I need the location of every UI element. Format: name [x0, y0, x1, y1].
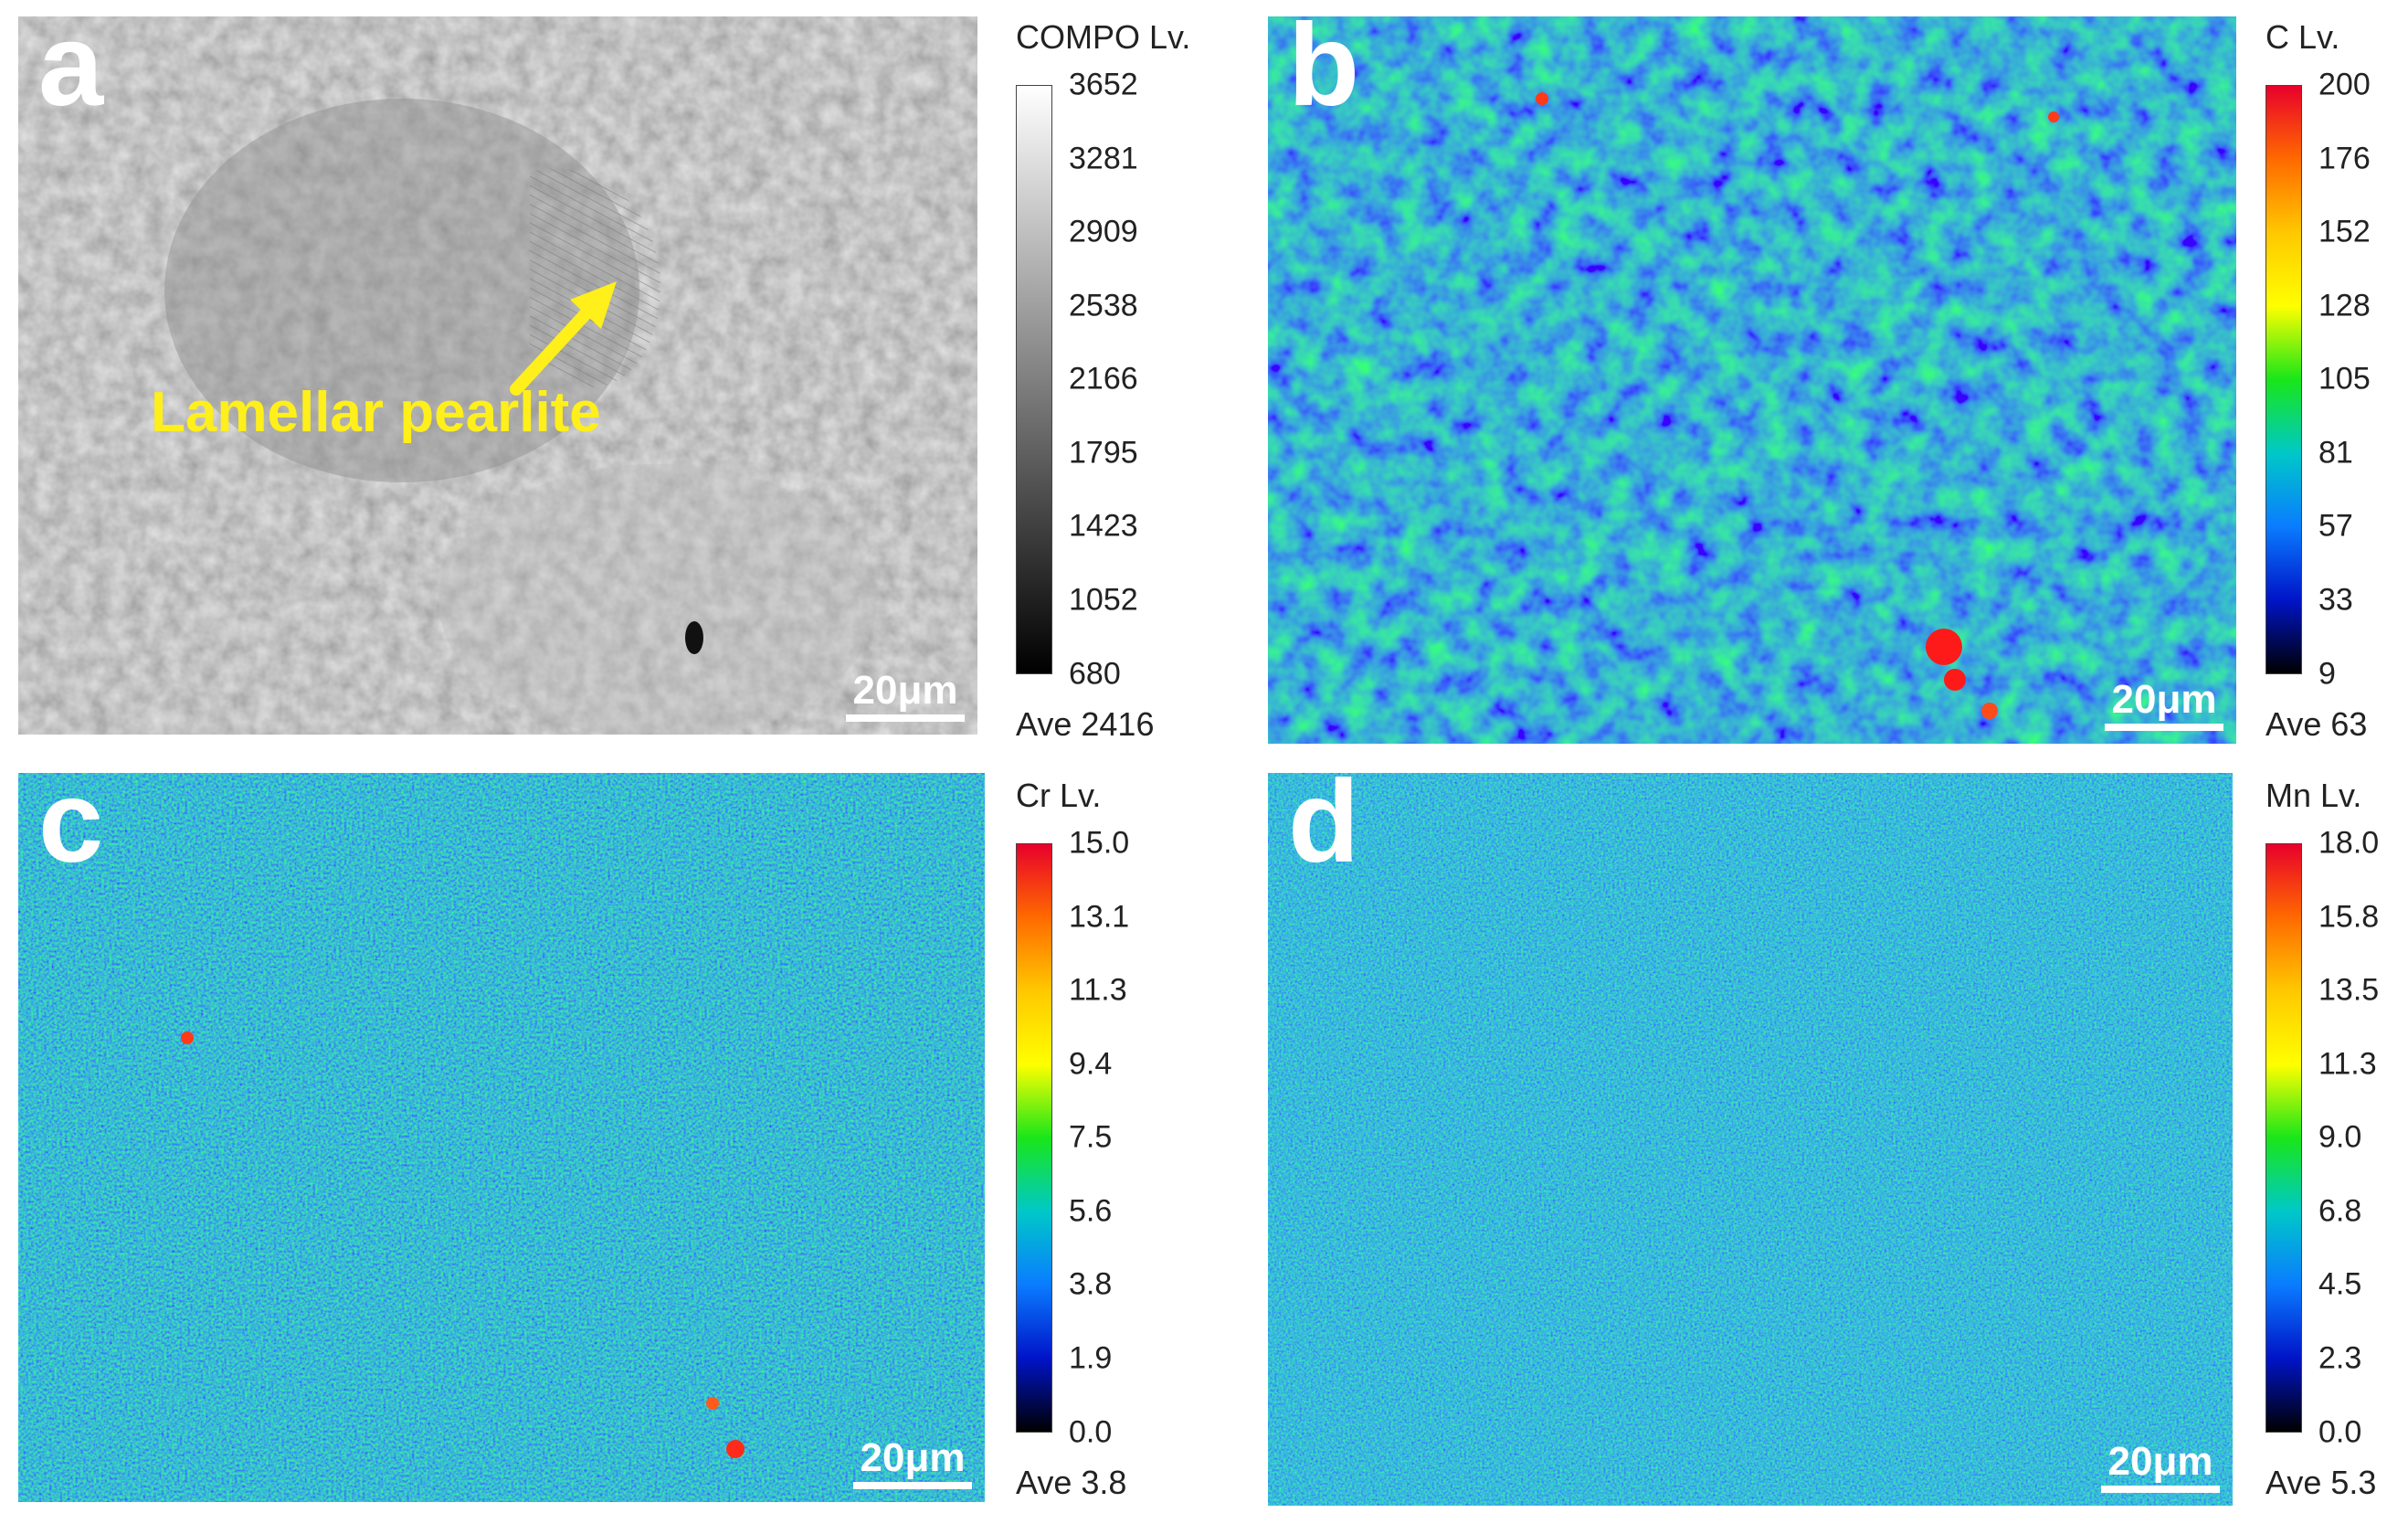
legend-tick: 13.1	[1069, 899, 1130, 935]
legend-average: Ave 5.3	[2265, 1464, 2377, 1501]
legend-tick: 1795	[1069, 435, 1138, 471]
scale-bar-label: 20μm	[2111, 677, 2217, 722]
legend-tick: 15.0	[1069, 825, 1130, 861]
legend-average: Ave 3.8	[1016, 1464, 1127, 1501]
legend-tick: 0.0	[1069, 1414, 1113, 1450]
legend-title: Cr Lv.	[1016, 777, 1102, 814]
manganese-map	[1268, 773, 2233, 1506]
legend-tick: 4.5	[2318, 1266, 2362, 1302]
panel-c-chromium-map: c 20μm	[18, 773, 985, 1502]
legend-tick: 2.3	[2318, 1340, 2362, 1376]
chromium-map	[18, 773, 985, 1502]
legend-tick: 1.9	[1069, 1340, 1113, 1376]
annotation-arrow-icon	[510, 281, 617, 396]
legend-tick: 13.5	[2318, 972, 2380, 1008]
scale-bar-line	[2101, 1486, 2220, 1493]
legend-tick: 3.8	[1069, 1266, 1113, 1302]
legend-tick: 6.8	[2318, 1193, 2362, 1229]
legend-tick: 0.0	[2318, 1414, 2362, 1450]
legend-tick: 2538	[1069, 288, 1138, 323]
legend-tick: 7.5	[1069, 1119, 1113, 1155]
legend-tick: 3652	[1069, 67, 1138, 102]
legend-title: Mn Lv.	[2265, 777, 2362, 814]
scale-bar-label: 20μm	[2107, 1439, 2213, 1484]
legend-colorbar	[1016, 843, 1052, 1433]
legend-colorbar	[2265, 843, 2302, 1433]
legend-tick: 200	[2318, 67, 2371, 102]
legend-title: COMPO Lv.	[1016, 18, 1191, 56]
scale-bar-label: 20μm	[852, 668, 958, 713]
scale-bar-line	[846, 714, 965, 722]
legend-tick: 2909	[1069, 214, 1138, 249]
scale-bar-label: 20μm	[860, 1435, 966, 1480]
panel-letter: b	[1288, 16, 1360, 131]
legend-tick: 15.8	[2318, 899, 2380, 935]
scale-bar-line	[2105, 724, 2223, 731]
legend-tick: 9.4	[1069, 1046, 1113, 1082]
panel-d-manganese-map: d 20μm	[1268, 773, 2233, 1506]
legend-tick: 11.3	[2318, 1046, 2377, 1082]
carbon-map	[1268, 16, 2236, 744]
legend-tick: 18.0	[2318, 825, 2380, 861]
legend-tick: 680	[1069, 656, 1121, 692]
legend-average: Ave 63	[2265, 705, 2368, 743]
legend-tick: 33	[2318, 582, 2353, 618]
legend-tick: 128	[2318, 288, 2371, 323]
legend-tick: 57	[2318, 508, 2353, 544]
scale-bar: 20μm	[853, 1438, 972, 1489]
panel-letter: d	[1288, 773, 1360, 887]
panel-a-compo-image: a Lamellar pearlite 20μm	[18, 16, 977, 735]
compo-map	[18, 16, 977, 735]
legend-tick: 1423	[1069, 508, 1138, 544]
scale-bar: 20μm	[2105, 680, 2223, 731]
legend-tick: 152	[2318, 214, 2371, 249]
legend-colorbar	[2265, 85, 2302, 674]
legend-tick: 105	[2318, 361, 2371, 397]
panel-letter: a	[38, 16, 104, 131]
legend-tick: 5.6	[1069, 1193, 1113, 1229]
legend-colorbar	[1016, 85, 1052, 674]
legend-tick: 3281	[1069, 141, 1138, 176]
legend-tick: 176	[2318, 141, 2371, 176]
panel-b-carbon-map: b 20μm	[1268, 16, 2236, 744]
legend-average: Ave 2416	[1016, 705, 1155, 743]
panel-letter: c	[38, 773, 104, 887]
legend-tick: 81	[2318, 435, 2353, 471]
scale-bar-line	[853, 1482, 972, 1489]
legend-title: C Lv.	[2265, 18, 2340, 56]
legend-tick: 9.0	[2318, 1119, 2362, 1155]
legend-tick: 2166	[1069, 361, 1138, 397]
legend-tick: 1052	[1069, 582, 1138, 618]
scale-bar: 20μm	[2101, 1442, 2220, 1493]
scale-bar: 20μm	[846, 671, 965, 722]
legend-tick: 9	[2318, 656, 2336, 692]
lamellar-pearlite-annotation: Lamellar pearlite	[151, 381, 601, 444]
legend-tick: 11.3	[1069, 972, 1127, 1008]
